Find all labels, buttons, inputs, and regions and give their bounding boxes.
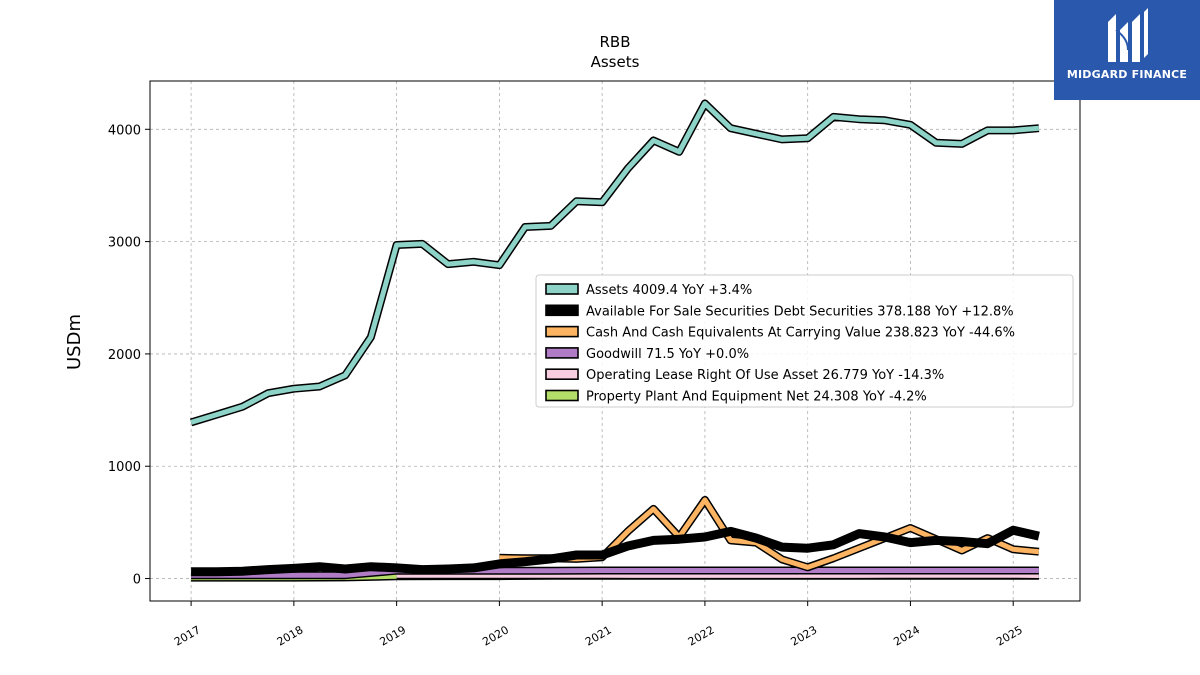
series-assets xyxy=(189,99,1040,427)
y-tick-label: 0 xyxy=(133,573,141,588)
legend: Assets 4009.4 YoY +3.4% Available For Sal… xyxy=(535,274,1074,408)
x-tick-label: 2019 xyxy=(378,623,409,648)
brand-name: MIDGARD FINANCE xyxy=(1066,68,1188,81)
y-tick-label: 2000 xyxy=(108,348,141,363)
legend-label: Operating Lease Right Of Use Asset 26.77… xyxy=(586,368,944,383)
midgard-m-icon xyxy=(1054,0,1200,100)
x-tick-label: 2023 xyxy=(789,623,820,648)
legend-box xyxy=(535,274,1074,408)
plot-area-frame xyxy=(149,80,1081,602)
x-tick-label: 2020 xyxy=(480,623,511,648)
x-tick-label: 2024 xyxy=(891,623,922,648)
y-tick-label: 1000 xyxy=(108,460,141,475)
series-available-for-sale-securities-debt-securities xyxy=(191,525,1040,577)
legend-swatch xyxy=(545,368,579,381)
x-tick-label: 2022 xyxy=(686,623,717,648)
legend-swatch xyxy=(545,389,579,402)
legend-swatch xyxy=(545,325,579,338)
y-axis-label: USDm xyxy=(64,314,85,370)
series-line xyxy=(191,525,1040,577)
brand-logo: MIDGARD FINANCE xyxy=(1054,0,1200,100)
grid xyxy=(150,81,1080,601)
legend-label: Property Plant And Equipment Net 24.308 … xyxy=(586,390,927,405)
x-tick-label: 2017 xyxy=(172,623,203,648)
legend-label: Assets 4009.4 YoY +3.4% xyxy=(586,283,752,298)
legend-swatch xyxy=(545,304,579,317)
legend-label: Available For Sale Securities Debt Secur… xyxy=(586,304,1014,319)
x-tick-label: 2018 xyxy=(275,623,306,648)
x-tick-label: 2021 xyxy=(583,623,614,648)
legend-label: Cash And Cash Equivalents At Carrying Va… xyxy=(586,326,1015,341)
legend-label: Goodwill 71.5 YoY +0.0% xyxy=(586,347,749,362)
legend-swatch xyxy=(545,283,579,295)
chart-title: RBB xyxy=(599,33,630,51)
x-tick-label: 2025 xyxy=(994,623,1025,648)
series-goodwill xyxy=(191,566,1039,580)
y-tick-label: 4000 xyxy=(108,123,141,138)
chart-subtitle: Assets xyxy=(591,53,640,71)
legend-swatch xyxy=(545,347,579,359)
series-line xyxy=(191,568,1039,578)
y-tick-label: 3000 xyxy=(108,236,141,251)
series-layer xyxy=(189,99,1040,582)
series-line xyxy=(190,101,1040,425)
